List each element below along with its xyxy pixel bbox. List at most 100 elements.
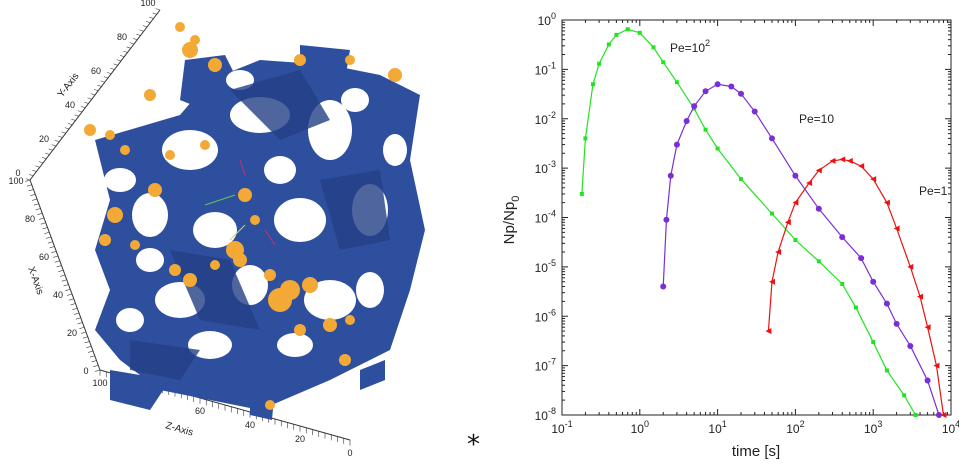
series-label-base: Pe=10 — [670, 41, 705, 55]
data-point — [674, 80, 679, 85]
data-point — [597, 61, 602, 66]
data-point — [839, 234, 846, 241]
pore — [356, 272, 384, 308]
particle-cluster — [99, 234, 111, 246]
x-axis-tick-label: 60 — [39, 252, 49, 262]
z-axis-tick-label: 40 — [245, 420, 255, 430]
y-axis-tick — [71, 118, 76, 121]
y-tick-exp: -4 — [548, 209, 556, 219]
y-axis-tick — [87, 97, 92, 100]
x-axis-tick — [68, 298, 74, 301]
y-axis-tick-label: 40 — [65, 100, 75, 110]
y-axis-tick — [142, 25, 148, 28]
x-tick-exp: 4 — [955, 419, 959, 429]
y-axis-tick — [80, 106, 86, 109]
data-point — [739, 177, 744, 182]
x-axis-tick — [70, 303, 76, 306]
y-tick-base: 10 — [535, 212, 549, 226]
y-axis-tick — [48, 148, 53, 151]
x-tick-base: 10 — [864, 422, 878, 436]
x-tick-base: 10 — [708, 422, 722, 436]
x-axis-tick — [79, 326, 85, 329]
y-axis-tick — [28, 174, 34, 177]
z-axis-label: Z-Axis — [164, 420, 194, 438]
y-tick-base: 10 — [535, 310, 549, 324]
data-point — [660, 283, 667, 290]
x-axis-tick-label: 20 — [67, 328, 77, 338]
data-point — [673, 141, 680, 148]
y-axis-tick — [64, 127, 70, 130]
data-point — [715, 146, 720, 151]
x-axis-tick — [58, 269, 64, 272]
x-tick-label: 102 — [786, 419, 804, 436]
x-tick-base: 10 — [551, 422, 565, 436]
x-axis-tick — [40, 222, 46, 225]
x-axis-tick — [39, 217, 45, 220]
y-axis-tick — [129, 42, 135, 45]
data-point — [663, 216, 670, 223]
data-point — [775, 249, 782, 256]
figure-marker: * — [467, 430, 480, 460]
internal-line — [239, 159, 246, 176]
data-point — [884, 368, 889, 373]
y-axis-tick — [41, 157, 47, 160]
y-tick-base: 10 — [535, 162, 549, 176]
particle-cluster — [268, 288, 292, 312]
data-point — [702, 88, 709, 95]
y-tick-label: 10-6 — [535, 307, 556, 324]
pore — [132, 193, 168, 237]
data-point — [683, 118, 690, 125]
y-tick-base: 10 — [535, 63, 549, 77]
y-axis-tick — [93, 89, 99, 92]
chart-svg: 10-1 100 101 102 103 104 10010-110-210-310-41… — [501, 11, 959, 460]
internal-lines — [204, 159, 276, 246]
y-axis-tick — [58, 135, 63, 138]
data-point — [907, 263, 914, 270]
x-axis-tick — [81, 331, 87, 334]
x-axis-tick — [32, 198, 38, 201]
x-axis-tick — [30, 193, 36, 196]
data-point — [751, 108, 758, 115]
y-axis-tick — [152, 12, 157, 15]
particle-cluster — [233, 253, 247, 267]
data-point — [933, 362, 940, 369]
particle-cluster — [208, 58, 222, 72]
pore — [116, 308, 144, 332]
x-axis-tick — [84, 341, 90, 344]
data-point — [870, 176, 877, 183]
data-point — [893, 225, 900, 232]
particle-cluster — [294, 324, 306, 336]
x-tick-exp: 1 — [722, 419, 727, 429]
y-tick-exp: -3 — [548, 159, 556, 169]
y-axis-tick — [145, 21, 151, 24]
y-tick-exp: -7 — [548, 357, 556, 367]
x-axis-tick — [28, 189, 34, 192]
data-point — [902, 393, 907, 398]
data-point — [883, 199, 890, 206]
x-axis-tick — [93, 364, 99, 367]
particle-cluster — [238, 188, 252, 202]
x-axis-tick — [47, 241, 53, 244]
data-point — [583, 136, 588, 141]
data-point — [846, 157, 853, 164]
series-label: Pe=10 — [799, 112, 834, 126]
y-axis-tick — [84, 101, 89, 104]
z-axis-tick-label: 0 — [347, 448, 352, 458]
x-axis-tick — [91, 360, 97, 363]
y-axis-tick — [136, 33, 141, 36]
x-axis-tick — [33, 203, 39, 206]
particle-cluster — [345, 315, 355, 325]
series-1 — [579, 27, 918, 417]
x-axis-tick — [35, 208, 41, 211]
x-axis-tick — [49, 246, 55, 249]
x-axis-tick — [46, 236, 52, 239]
x-tick-label: 104 — [942, 419, 959, 436]
z-axis-tick-label: 100 — [92, 378, 107, 388]
data-point — [816, 259, 821, 264]
data-point — [714, 81, 721, 88]
data-point — [815, 205, 822, 212]
solid-shade — [170, 250, 260, 330]
y-tick-exp: -1 — [548, 60, 556, 70]
y-axis-tick-label: 100 — [140, 0, 155, 8]
